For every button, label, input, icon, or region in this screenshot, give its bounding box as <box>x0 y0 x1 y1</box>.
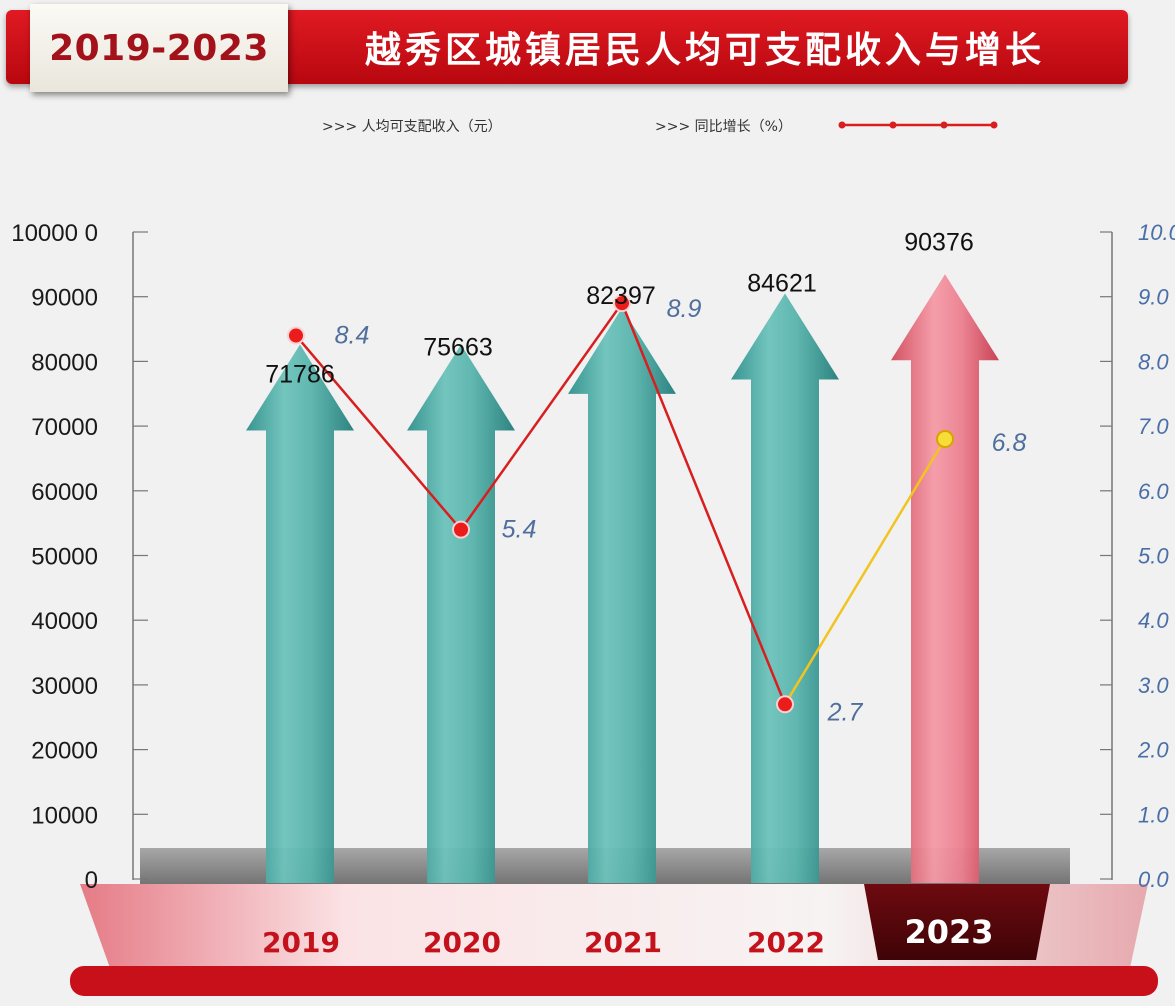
growth-point-2020 <box>452 520 470 539</box>
bars-layer <box>246 274 999 884</box>
chart-title: 越秀区城镇居民人均可支配收入与增长 <box>364 30 1045 71</box>
category-label-2023: 2023 <box>904 913 993 951</box>
growth-value-label: 5.4 <box>502 516 537 544</box>
income-value-label: 75663 <box>423 333 493 361</box>
growth-line-segment <box>459 302 624 531</box>
bar-2020 <box>407 344 515 883</box>
left-axis-tick-label: 60000 <box>31 479 98 506</box>
left-axis-tick-label: 40000 <box>31 608 98 635</box>
right-axis-tick-label: 7.0 <box>1138 414 1169 439</box>
year-range-tag: 2019-2023 <box>30 4 288 92</box>
legend-bar-label: >>> 人均可支配收入（元） <box>322 119 502 135</box>
base-bottom-bar <box>70 966 1158 996</box>
right-axis-tick-label: 10.0 <box>1138 220 1175 245</box>
legend-line-label: >>> 同比增长（%） <box>655 119 792 135</box>
year-range: 2019-2023 <box>49 27 269 69</box>
left-axis-tick-label: 50000 <box>31 544 98 571</box>
right-axis-tick-label: 6.0 <box>1138 479 1169 504</box>
bar-2021 <box>568 307 676 883</box>
growth-line-layer <box>287 294 954 714</box>
growth-value-label: 8.9 <box>667 295 702 323</box>
income-value-label: 84621 <box>747 270 817 298</box>
right-axis-tick-label: 3.0 <box>1138 673 1169 698</box>
bar-2019 <box>246 344 354 884</box>
growth-value-label: 2.7 <box>827 698 864 726</box>
growth-value-label: 6.8 <box>992 429 1027 457</box>
growth-point-2022 <box>776 695 794 714</box>
axes-layer: 0 10000 20000 30000 40000 50000 60000 70000 8000… <box>11 220 1175 894</box>
highlight-year-tab <box>864 884 1050 960</box>
bar-2023 <box>891 274 999 883</box>
growth-point-2019 <box>287 326 305 345</box>
left-axis-tick-label: 90000 <box>31 285 98 312</box>
income-value-label: 71786 <box>265 361 335 389</box>
category-label-2020: 2020 <box>423 926 501 959</box>
growth-line-segment <box>295 334 462 531</box>
right-axis-tick-label: 1.0 <box>1138 802 1169 827</box>
right-axis-tick-label: 5.0 <box>1138 544 1169 569</box>
growth-line-segment <box>620 302 787 705</box>
growth-value-label: 8.4 <box>335 322 370 350</box>
legend-line-sample <box>838 121 998 129</box>
left-axis-tick-label: 0 <box>85 867 98 894</box>
growth-line-segment <box>783 438 947 705</box>
left-axis-tick-label: 30000 <box>31 673 98 700</box>
left-axis-tick-label: 80000 <box>31 349 98 376</box>
category-label-2022: 2022 <box>747 926 825 959</box>
right-axis-tick-label: 0.0 <box>1138 867 1169 892</box>
bar-2022 <box>731 293 839 883</box>
right-axis-tick-label: 2.0 <box>1137 738 1169 763</box>
left-axis-tick-label: 10000 0 <box>11 220 98 247</box>
right-axis-tick-label: 9.0 <box>1138 285 1169 310</box>
category-label-2021: 2021 <box>584 926 662 959</box>
left-axis-tick-label: 20000 <box>31 738 98 765</box>
left-axis-tick-label: 70000 <box>31 414 98 441</box>
labels-layer: 71786 75663 82397 84621 90376 8.4 5.4 8.9 2.7 6.8… <box>262 228 1026 959</box>
left-axis-tick-label: 10000 <box>31 802 98 829</box>
right-axis-tick-label: 8.0 <box>1138 349 1169 374</box>
growth-point-2023 <box>936 430 954 449</box>
income-value-label: 90376 <box>904 228 974 256</box>
right-axis-tick-label: 4.0 <box>1138 608 1169 633</box>
income-value-label: 82397 <box>586 282 656 310</box>
growth-point-2021 <box>613 294 631 313</box>
category-label-2019: 2019 <box>262 926 340 959</box>
